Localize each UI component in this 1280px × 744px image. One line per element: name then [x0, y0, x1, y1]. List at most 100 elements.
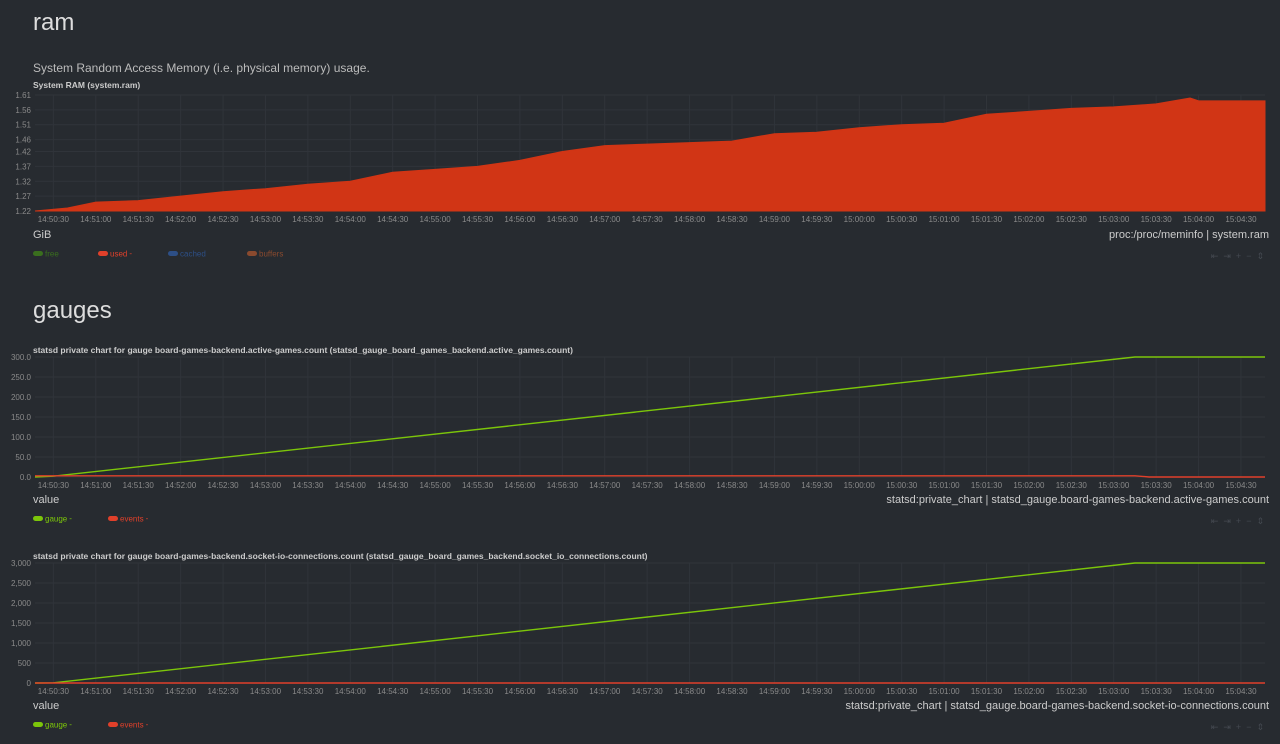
x-tick-label: 14:55:30	[462, 215, 494, 224]
y-tick-label: 1.51	[15, 121, 31, 130]
series-area-used	[34, 97, 1266, 212]
ram-chart[interactable]: 1.61 1.56 1.51 1.46 1.42 1.37 1.32 1.27 1.22 14:5…	[0, 86, 1280, 226]
legend-label: cached	[180, 249, 206, 259]
x-tick-label: 14:57:30	[632, 687, 664, 696]
zoom-out-button[interactable]: −	[1246, 251, 1254, 261]
legend-swatch	[33, 516, 43, 522]
legend-item-cached[interactable]: cached	[168, 249, 206, 258]
y-tick-label: 1.32	[15, 177, 31, 186]
pan-left-button[interactable]: ⇤	[1210, 722, 1221, 732]
resize-button[interactable]: ⇕	[1256, 516, 1266, 526]
legend-item-buffers[interactable]: buffers	[247, 249, 283, 258]
x-tick-label: 15:00:30	[886, 215, 918, 224]
y-tick-label: 50.0	[15, 453, 31, 462]
x-tick-label: 15:04:30	[1225, 215, 1257, 224]
x-tick-label: 14:57:30	[632, 481, 664, 490]
resize-button[interactable]: ⇕	[1256, 251, 1266, 261]
legend-swatch	[33, 722, 43, 728]
resize-button[interactable]: ⇕	[1256, 722, 1266, 732]
x-tick-label: 14:50:30	[38, 687, 70, 696]
legend-swatch	[168, 251, 178, 257]
zoom-out-button[interactable]: −	[1246, 516, 1254, 526]
x-tick-label: 15:03:30	[1141, 215, 1173, 224]
chart-toolbox: ⇤ ⇥ + − ⇕	[1208, 722, 1266, 733]
x-tick-label: 14:53:00	[250, 687, 282, 696]
zoom-in-button[interactable]: +	[1235, 516, 1244, 526]
pan-right-button[interactable]: ⇥	[1223, 251, 1233, 261]
x-tick-label: 14:58:30	[716, 215, 748, 224]
socket-connections-chart[interactable]: 3,000 2,500 2,000 1,500 1,000 500 0 14:50:30 14:…	[0, 556, 1280, 698]
x-tick-label: 15:01:00	[928, 687, 960, 696]
x-tick-label: 14:54:30	[377, 481, 409, 490]
active-games-chart[interactable]: 300.0 250.0 200.0 150.0 100.0 50.0 0.0 14:50:30…	[0, 350, 1280, 492]
legend-item-events[interactable]: events -	[108, 514, 148, 523]
x-tick-label: 14:54:30	[377, 215, 409, 224]
y-tick-label: 1.46	[15, 136, 31, 145]
chart-units: value	[33, 494, 60, 506]
y-tick-label: 1,000	[11, 639, 32, 648]
pan-right-button[interactable]: ⇥	[1223, 722, 1233, 732]
legend-value: -	[145, 514, 149, 524]
x-tick-label: 14:53:30	[292, 687, 324, 696]
legend-label: gauge	[45, 514, 68, 524]
y-tick-label: 0.0	[20, 473, 32, 482]
y-tick-label: 1.22	[15, 207, 31, 216]
x-tick-label: 14:56:00	[504, 687, 536, 696]
chart-toolbox: ⇤ ⇥ + − ⇕	[1208, 251, 1266, 262]
legend-label: free	[45, 249, 59, 259]
legend-value: -	[145, 720, 149, 730]
x-tick-label: 15:01:00	[928, 215, 960, 224]
x-tick-label: 14:53:00	[250, 481, 282, 490]
y-tick-label: 1.42	[15, 148, 31, 157]
x-tick-label: 15:02:30	[1056, 215, 1088, 224]
x-tick-label: 14:52:30	[207, 215, 239, 224]
x-tick-label: 15:03:00	[1098, 481, 1130, 490]
x-tick-label: 14:56:30	[547, 481, 579, 490]
legend-label: gauge	[45, 720, 68, 730]
x-tick-label: 14:53:30	[292, 215, 324, 224]
zoom-in-button[interactable]: +	[1235, 251, 1244, 261]
x-tick-label: 15:03:30	[1141, 481, 1173, 490]
x-tick-label: 14:55:00	[420, 215, 452, 224]
zoom-out-button[interactable]: −	[1246, 722, 1254, 732]
legend-item-gauge[interactable]: gauge -	[33, 720, 72, 729]
x-tick-label: 14:51:30	[123, 481, 155, 490]
x-tick-label: 14:58:00	[674, 481, 706, 490]
x-tick-label: 14:59:00	[759, 687, 791, 696]
x-tick-label: 15:00:00	[844, 687, 876, 696]
x-tick-label: 15:04:00	[1183, 687, 1215, 696]
x-tick-label: 14:52:30	[207, 481, 239, 490]
x-tick-label: 14:55:00	[420, 481, 452, 490]
chart-title-active-games: statsd private chart for gauge board-gam…	[33, 345, 573, 355]
x-tick-label: 15:04:00	[1183, 481, 1215, 490]
legend-label: buffers	[259, 249, 284, 259]
chart-source: statsd:private_chart | statsd_gauge.boar…	[845, 700, 1269, 712]
legend-item-used[interactable]: used -	[98, 249, 132, 258]
zoom-in-button[interactable]: +	[1235, 722, 1244, 732]
x-tick-label: 14:56:00	[504, 481, 536, 490]
legend-swatch	[247, 251, 257, 257]
legend-item-free[interactable]: free	[33, 249, 59, 258]
x-tick-label: 14:55:30	[462, 687, 494, 696]
pan-left-button[interactable]: ⇤	[1210, 516, 1221, 526]
x-tick-label: 14:50:30	[38, 481, 70, 490]
chart-title-ram: System RAM (system.ram)	[33, 80, 141, 90]
chart-source: proc:/proc/meminfo | system.ram	[1109, 229, 1269, 241]
x-tick-label: 14:58:00	[674, 687, 706, 696]
y-tick-label: 200.0	[11, 393, 32, 402]
x-tick-label: 14:54:00	[335, 481, 367, 490]
y-tick-label: 100.0	[11, 433, 32, 442]
section-description: System Random Access Memory (i.e. physic…	[33, 61, 370, 75]
x-tick-label: 14:51:00	[80, 215, 112, 224]
legend-value: -	[69, 720, 72, 730]
legend-item-events[interactable]: events -	[108, 720, 148, 729]
legend-item-gauge[interactable]: gauge -	[33, 514, 72, 523]
pan-left-button[interactable]: ⇤	[1210, 251, 1221, 261]
x-tick-label: 14:55:30	[462, 481, 494, 490]
chart-units: value	[33, 700, 60, 712]
pan-right-button[interactable]: ⇥	[1223, 516, 1233, 526]
series-line-events	[35, 475, 1265, 478]
x-tick-label: 14:56:00	[504, 215, 536, 224]
chart-toolbox: ⇤ ⇥ + − ⇕	[1208, 516, 1266, 527]
x-tick-label: 15:01:30	[971, 215, 1003, 224]
